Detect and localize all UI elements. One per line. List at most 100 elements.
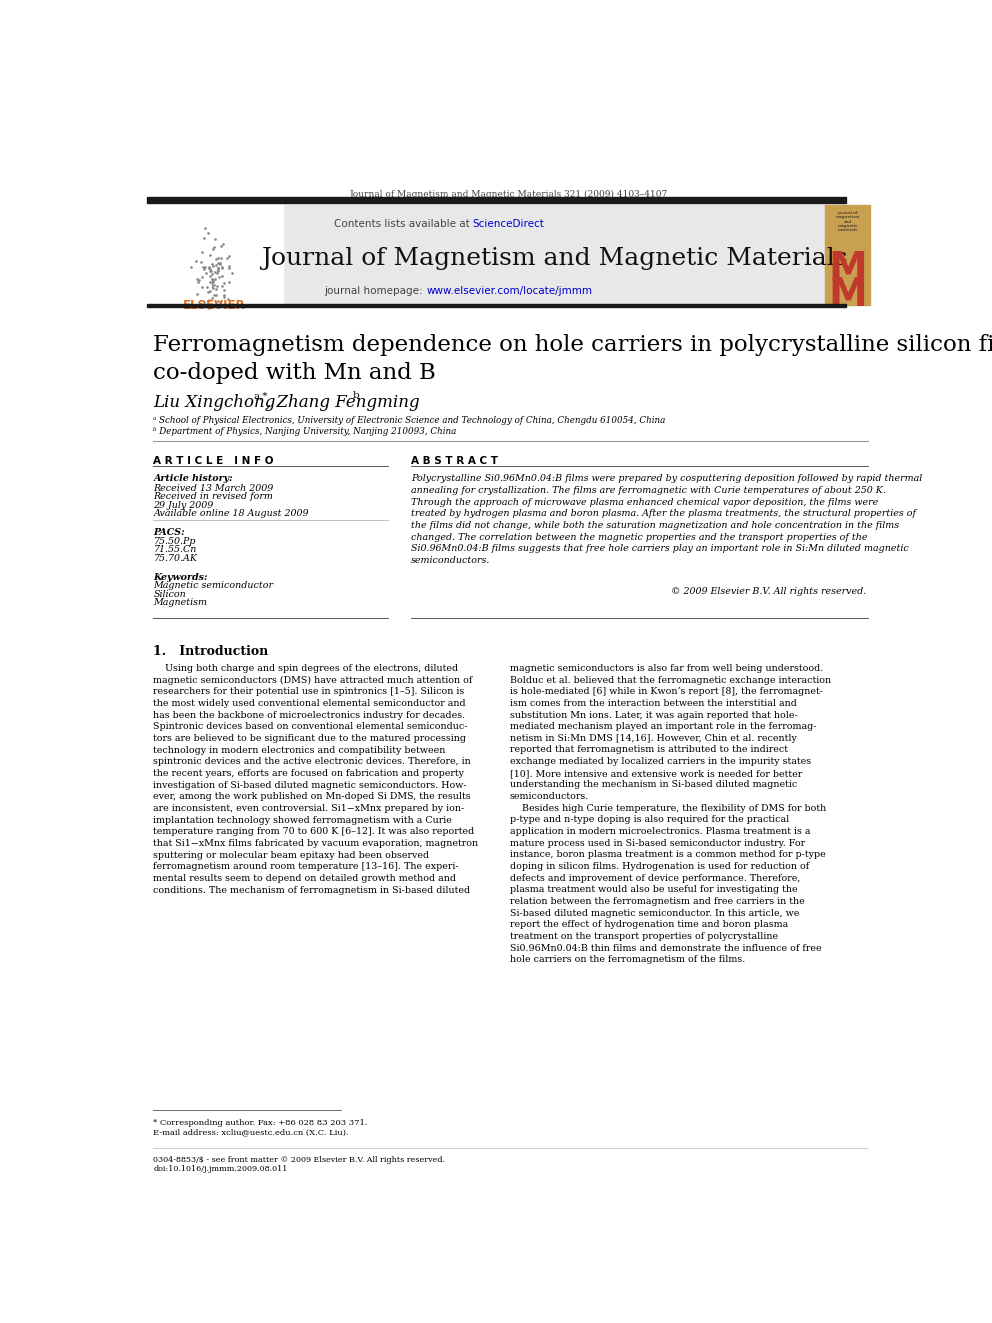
Text: Received in revised form: Received in revised form <box>154 492 274 501</box>
Point <box>208 263 224 284</box>
Point <box>202 280 218 302</box>
Point <box>195 259 211 280</box>
Text: A R T I C L E   I N F O: A R T I C L E I N F O <box>154 456 274 466</box>
Point <box>209 291 225 312</box>
Point <box>208 249 224 270</box>
Bar <box>283 205 825 306</box>
Point <box>205 255 221 277</box>
Text: Liu Xingchong: Liu Xingchong <box>154 394 276 410</box>
Text: 29 July 2009: 29 July 2009 <box>154 500 213 509</box>
Point <box>204 277 220 298</box>
Point <box>189 269 205 290</box>
Point <box>221 245 237 266</box>
Point <box>205 238 221 259</box>
Point <box>204 269 220 290</box>
Text: a,*: a,* <box>253 392 268 401</box>
Point <box>206 284 222 306</box>
Point <box>201 258 217 279</box>
Text: b: b <box>352 392 359 401</box>
Text: www.elsevier.com/locate/jmmm: www.elsevier.com/locate/jmmm <box>427 286 592 296</box>
Point <box>195 257 211 278</box>
Point <box>202 261 218 282</box>
Point <box>199 277 215 298</box>
Point <box>207 269 223 290</box>
Text: Magnetic semiconductor: Magnetic semiconductor <box>154 582 274 590</box>
Point <box>216 286 232 307</box>
Point <box>201 288 217 310</box>
Point <box>211 253 227 274</box>
Point <box>219 247 235 269</box>
Point <box>202 258 218 279</box>
Point <box>208 279 224 300</box>
Point <box>210 259 226 280</box>
Point <box>201 265 217 286</box>
Text: E-mail address: xcliu@uestc.edu.cn (X.C. Liu).: E-mail address: xcliu@uestc.edu.cn (X.C.… <box>154 1129 349 1136</box>
Point <box>214 275 230 296</box>
Point <box>221 255 237 277</box>
Point <box>203 261 219 282</box>
Text: PACS:: PACS: <box>154 528 186 537</box>
Text: Using both charge and spin degrees of the electrons, diluted
magnetic semiconduc: Using both charge and spin degrees of th… <box>154 664 478 894</box>
Point <box>207 255 223 277</box>
Bar <box>147 197 846 204</box>
Text: ScienceDirect: ScienceDirect <box>473 218 545 229</box>
Point <box>193 277 209 298</box>
Point <box>213 247 229 269</box>
Bar <box>147 205 283 306</box>
Point <box>197 257 213 278</box>
Point <box>188 250 204 271</box>
Point <box>214 266 230 287</box>
Point <box>209 247 225 269</box>
Text: * Corresponding author. Fax: +86 028 83 203 371.: * Corresponding author. Fax: +86 028 83 … <box>154 1119 368 1127</box>
Text: Journal of Magnetism and Magnetic Materials: Journal of Magnetism and Magnetic Materi… <box>261 247 847 270</box>
Text: 71.55.Cn: 71.55.Cn <box>154 545 196 554</box>
Point <box>204 254 220 275</box>
Point <box>183 257 198 278</box>
Text: Keywords:: Keywords: <box>154 573 208 582</box>
Point <box>200 282 216 303</box>
Point <box>214 257 230 278</box>
Bar <box>825 205 870 306</box>
Point <box>202 245 218 266</box>
Point <box>215 284 231 306</box>
Text: journal of
magnetism
and
magnetic
materials: journal of magnetism and magnetic materi… <box>835 212 860 233</box>
Text: 75.70.AK: 75.70.AK <box>154 554 197 562</box>
Point <box>204 271 220 292</box>
Text: 1.   Introduction: 1. Introduction <box>154 646 269 659</box>
Point <box>212 235 228 257</box>
Point <box>206 275 222 296</box>
Point <box>211 266 227 287</box>
Point <box>209 258 225 279</box>
Point <box>206 261 222 282</box>
Text: ELSEVIER: ELSEVIER <box>184 299 246 312</box>
Point <box>198 262 214 283</box>
Text: Received 13 March 2009: Received 13 March 2009 <box>154 484 274 492</box>
Point <box>220 288 236 310</box>
Text: Magnetism: Magnetism <box>154 598 207 607</box>
Point <box>204 263 220 284</box>
Text: doi:10.1016/j.jmmm.2009.08.011: doi:10.1016/j.jmmm.2009.08.011 <box>154 1166 288 1174</box>
Text: Silicon: Silicon <box>154 590 186 599</box>
Text: ᵇ Department of Physics, Nanjing University, Nanjing 210093, China: ᵇ Department of Physics, Nanjing Univers… <box>154 427 457 435</box>
Point <box>221 258 237 279</box>
Point <box>196 291 212 312</box>
Text: , Zhang Fengming: , Zhang Fengming <box>266 394 420 410</box>
Text: © 2009 Elsevier B.V. All rights reserved.: © 2009 Elsevier B.V. All rights reserved… <box>672 587 866 595</box>
Point <box>210 253 226 274</box>
Text: Article history:: Article history: <box>154 475 233 483</box>
Point <box>215 234 231 255</box>
Point <box>200 257 216 278</box>
Text: magnetic semiconductors is also far from well being understood.
Bolduc et al. be: magnetic semiconductors is also far from… <box>510 664 831 964</box>
Point <box>210 261 226 282</box>
Point <box>201 298 217 319</box>
Text: journal homepage:: journal homepage: <box>324 286 427 296</box>
Point <box>194 241 210 262</box>
Point <box>216 279 232 300</box>
Text: Polycrystalline Si0.96Mn0.04:B films were prepared by cosputtering deposition fo: Polycrystalline Si0.96Mn0.04:B films wer… <box>411 475 922 565</box>
Text: ᵃ School of Physical Electronics, University of Electronic Science and Technolog: ᵃ School of Physical Electronics, Univer… <box>154 415 666 425</box>
Point <box>193 266 209 287</box>
Point <box>188 283 204 304</box>
Point <box>204 288 220 310</box>
Point <box>204 270 220 291</box>
Text: Journal of Magnetism and Magnetic Materials 321 (2009) 4103–4107: Journal of Magnetism and Magnetic Materi… <box>349 189 668 198</box>
